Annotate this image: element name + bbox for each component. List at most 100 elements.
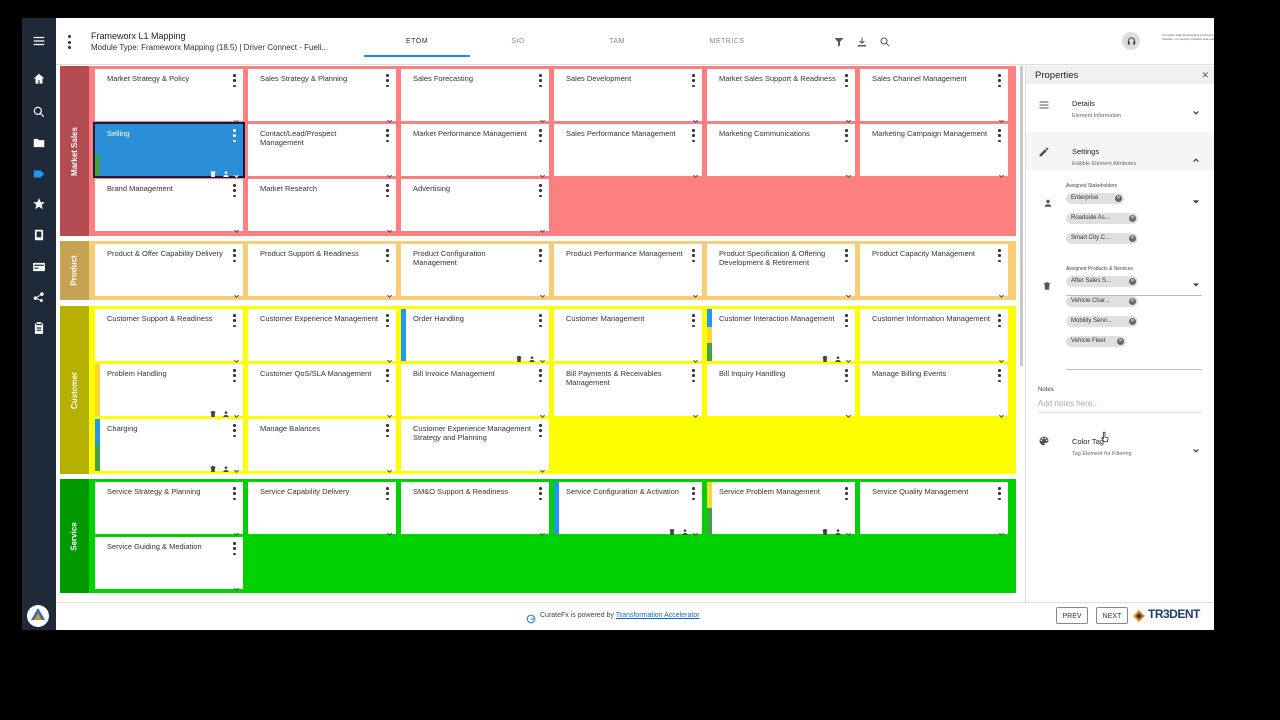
card-menu-icon[interactable] xyxy=(385,424,390,437)
chevron-up-icon[interactable] xyxy=(1192,151,1200,163)
process-card-customer-support-readiness[interactable]: Customer Support & Readiness xyxy=(95,309,243,363)
chevron-down-icon[interactable] xyxy=(386,112,393,123)
chevron-down-icon[interactable] xyxy=(692,112,699,123)
process-card-marketing-communications[interactable]: Marketing Communications xyxy=(707,124,855,178)
chevron-down-icon[interactable] xyxy=(233,222,240,233)
card-menu-icon[interactable] xyxy=(691,487,696,500)
card-menu-icon[interactable] xyxy=(997,487,1002,500)
stakeholders-dropdown-icon[interactable] xyxy=(1192,193,1200,204)
card-menu-icon[interactable] xyxy=(232,487,237,500)
process-card-sm-o-support-readiness[interactable]: SM&O Support & Readiness xyxy=(401,482,549,536)
chevron-down-icon[interactable] xyxy=(233,112,240,123)
process-card-product-offer-capability-delivery[interactable]: Product & Offer Capability Delivery xyxy=(95,244,243,298)
chevron-down-icon[interactable] xyxy=(845,167,852,178)
process-card-market-research[interactable]: Market Research xyxy=(248,179,396,233)
process-card-bill-invoice-management[interactable]: Bill Invoice Management xyxy=(401,364,549,418)
close-icon[interactable]: ✕ xyxy=(1201,70,1209,80)
chevron-down-icon[interactable] xyxy=(386,407,393,418)
chip-remove-icon[interactable]: ✕ xyxy=(1129,278,1136,285)
band-label[interactable]: Market Sales xyxy=(60,66,89,236)
chevron-down-icon[interactable] xyxy=(233,580,240,591)
chip[interactable]: After Sales S... ✕ xyxy=(1066,276,1138,287)
process-card-service-problem-management[interactable]: Service Problem Management xyxy=(707,482,855,536)
card-menu-icon[interactable] xyxy=(385,129,390,142)
process-card-service-capability-delivery[interactable]: Service Capability Delivery xyxy=(248,482,396,536)
card-menu-icon[interactable] xyxy=(232,184,237,197)
process-card-contact-lead-prospect-management[interactable]: Contact/Lead/Prospect Management xyxy=(248,124,396,178)
chevron-down-icon[interactable] xyxy=(539,287,546,298)
chevron-down-icon[interactable] xyxy=(386,167,393,178)
chevron-down-icon[interactable] xyxy=(845,287,852,298)
rail-folder-icon[interactable] xyxy=(22,130,56,156)
products-dropdown-icon[interactable] xyxy=(1192,276,1200,287)
chevron-down-icon[interactable] xyxy=(539,222,546,233)
band-label[interactable]: Customer xyxy=(60,306,89,474)
card-menu-icon[interactable] xyxy=(232,74,237,87)
rail-clipboard-icon[interactable] xyxy=(22,315,56,341)
chevron-down-icon[interactable] xyxy=(692,287,699,298)
transformation-accelerator-link[interactable]: Transformation Accelerator xyxy=(615,612,700,619)
card-menu-icon[interactable] xyxy=(232,369,237,382)
search-icon[interactable] xyxy=(879,35,891,47)
chip[interactable]: Roadside As... ✕ xyxy=(1066,213,1138,224)
card-menu-icon[interactable] xyxy=(385,184,390,197)
process-card-product-support-readiness[interactable]: Product Support & Readiness xyxy=(248,244,396,298)
card-menu-icon[interactable] xyxy=(691,314,696,327)
chip-remove-icon[interactable]: ✕ xyxy=(1129,215,1136,222)
canvas-scrollbar[interactable] xyxy=(1020,66,1023,366)
card-menu-icon[interactable] xyxy=(844,249,849,262)
card-menu-icon[interactable] xyxy=(691,249,696,262)
process-card-order-handling[interactable]: Order Handling xyxy=(401,309,549,363)
chevron-down-icon[interactable] xyxy=(998,407,1005,418)
module-menu-icon[interactable] xyxy=(66,35,72,49)
process-card-product-capacity-management[interactable]: Product Capacity Management xyxy=(860,244,1008,298)
card-menu-icon[interactable] xyxy=(385,74,390,87)
card-menu-icon[interactable] xyxy=(844,314,849,327)
chevron-down-icon[interactable] xyxy=(386,462,393,473)
settings-title[interactable]: Settings xyxy=(1072,147,1100,156)
rail-tag-icon[interactable] xyxy=(22,161,56,187)
tab-etom[interactable]: ETOM xyxy=(405,38,429,45)
chevron-down-icon[interactable] xyxy=(233,462,240,473)
process-card-customer-interaction-management[interactable]: Customer Interaction Management xyxy=(707,309,855,363)
chip[interactable]: Enterprise ✕ xyxy=(1066,193,1124,204)
support-headset-icon[interactable] xyxy=(1122,32,1140,50)
process-card-product-configuration-management[interactable]: Product Configuration Management xyxy=(401,244,549,298)
card-menu-icon[interactable] xyxy=(538,249,543,262)
chevron-down-icon[interactable] xyxy=(692,525,699,536)
process-card-charging[interactable]: Charging xyxy=(95,419,243,473)
process-card-advertising[interactable]: Advertising xyxy=(401,179,549,233)
card-menu-icon[interactable] xyxy=(691,129,696,142)
tab-metrics[interactable]: METRICS xyxy=(709,38,745,45)
process-card-bill-inquiry-handling[interactable]: Bill Inquiry Handling xyxy=(707,364,855,418)
process-card-product-performance-management[interactable]: Product Performance Management xyxy=(554,244,702,298)
card-menu-icon[interactable] xyxy=(385,314,390,327)
chevron-down-icon[interactable] xyxy=(539,352,546,363)
chevron-down-icon[interactable] xyxy=(998,112,1005,123)
chevron-down-icon[interactable] xyxy=(998,525,1005,536)
process-card-market-performance-management[interactable]: Market Performance Management xyxy=(401,124,549,178)
card-menu-icon[interactable] xyxy=(232,314,237,327)
card-menu-icon[interactable] xyxy=(997,314,1002,327)
chevron-down-icon[interactable] xyxy=(845,407,852,418)
chevron-down-icon[interactable] xyxy=(233,407,240,418)
process-card-sales-channel-management[interactable]: Sales Channel Management xyxy=(860,69,1008,123)
chevron-down-icon[interactable] xyxy=(998,352,1005,363)
rail-star-icon[interactable] xyxy=(22,191,56,217)
chip-remove-icon[interactable]: ✕ xyxy=(1129,235,1136,242)
card-menu-icon[interactable] xyxy=(997,249,1002,262)
chip-remove-icon[interactable]: ✕ xyxy=(1117,338,1124,345)
process-card-manage-balances[interactable]: Manage Balances xyxy=(248,419,396,473)
details-title[interactable]: Details xyxy=(1072,99,1095,108)
card-menu-icon[interactable] xyxy=(997,129,1002,142)
tab-sid[interactable]: SID xyxy=(511,38,525,45)
process-card-market-strategy-policy[interactable]: Market Strategy & Policy xyxy=(95,69,243,123)
process-card-customer-experience-management[interactable]: Customer Experience Management xyxy=(248,309,396,363)
rail-menu-icon[interactable] xyxy=(22,28,56,54)
rail-graph-icon[interactable] xyxy=(22,284,56,310)
chevron-down-icon[interactable] xyxy=(233,525,240,536)
process-card-sales-performance-management[interactable]: Sales Performance Management xyxy=(554,124,702,178)
chevron-down-icon[interactable] xyxy=(233,287,240,298)
settings-section-header[interactable] xyxy=(1026,132,1214,170)
chevron-down-icon[interactable] xyxy=(539,112,546,123)
